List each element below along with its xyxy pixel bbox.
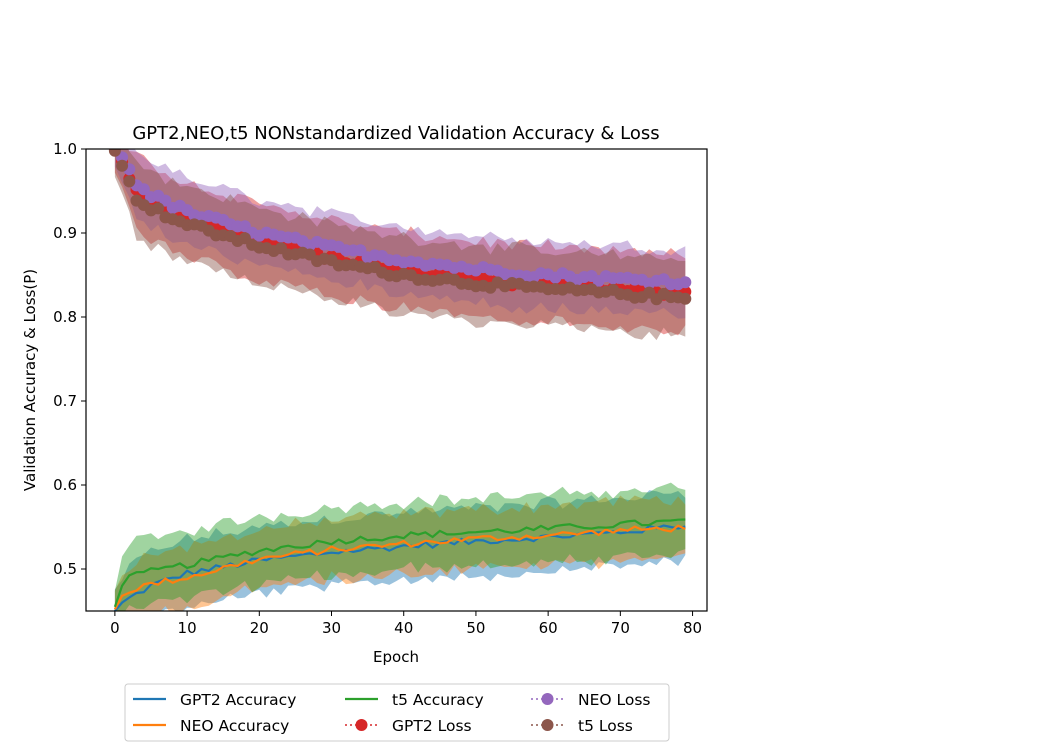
legend-label: GPT2 Accuracy — [180, 691, 296, 709]
y-axis-label: Validation Accuracy & Loss(P) — [21, 269, 39, 491]
y-tick-label: 1.0 — [53, 140, 77, 158]
legend-entry-gpt2-accuracy: GPT2 Accuracy — [133, 691, 296, 709]
x-tick-label: 80 — [683, 619, 702, 637]
legend: GPT2 Accuracy NEO Accuracy t5 Accuracy GPT2… — [124, 683, 670, 742]
x-tick-label: 50 — [466, 619, 485, 637]
legend-label: GPT2 Loss — [392, 717, 472, 735]
x-axis-ticks: 0 10 20 30 40 50 60 70 80 — [110, 611, 702, 637]
legend-marker — [541, 719, 554, 731]
band-gpt2-accuracy — [114, 490, 686, 611]
legend-entry-neo-loss: NEO Loss — [531, 691, 651, 709]
x-tick-label: 30 — [322, 619, 341, 637]
marker-point — [137, 183, 150, 196]
line-neo-accuracy — [113, 524, 686, 610]
x-tick-label: 0 — [110, 619, 120, 637]
legend-label: NEO Loss — [578, 691, 651, 709]
x-tick-label: 70 — [611, 619, 630, 637]
legend-marker — [541, 693, 554, 705]
band-neo-accuracy — [114, 495, 686, 611]
series-markers — [108, 149, 692, 306]
marker-point — [152, 202, 165, 215]
y-tick-label: 0.7 — [53, 392, 77, 410]
x-tick-label: 10 — [178, 619, 197, 637]
y-tick-label: 0.5 — [53, 560, 77, 578]
legend-entry-t5-loss: t5 Loss — [531, 717, 633, 735]
x-tick-label: 60 — [539, 619, 558, 637]
marker-point — [159, 194, 172, 207]
x-tick-label: 40 — [394, 619, 413, 637]
marker-point — [116, 159, 129, 172]
legend-label: t5 Loss — [578, 717, 633, 735]
line-t5-accuracy — [113, 518, 686, 608]
legend-marker — [355, 719, 368, 731]
marker-point — [679, 276, 692, 289]
y-tick-label: 0.8 — [53, 308, 77, 326]
marker-point — [679, 292, 692, 305]
line-gpt2-accuracy — [114, 524, 686, 611]
legend-entry-gpt2-loss: GPT2 Loss — [345, 717, 472, 735]
y-tick-label: 0.6 — [53, 476, 77, 494]
chart-title: GPT2,NEO,t5 NONstandardized Validation A… — [132, 123, 659, 144]
y-axis-ticks: 0.5 0.6 0.7 0.8 0.9 1.0 — [53, 140, 86, 578]
legend-entry-t5-accuracy: t5 Accuracy — [345, 691, 484, 709]
x-tick-label: 20 — [250, 619, 269, 637]
marker-point — [123, 175, 136, 188]
legend-label: t5 Accuracy — [392, 691, 484, 709]
legend-entry-neo-accuracy: NEO Accuracy — [133, 717, 289, 735]
marker-point — [108, 149, 121, 157]
legend-label: NEO Accuracy — [180, 717, 289, 735]
plot-frame — [85, 148, 708, 612]
y-tick-label: 0.9 — [53, 224, 77, 242]
x-axis-label: Epoch — [373, 648, 419, 666]
